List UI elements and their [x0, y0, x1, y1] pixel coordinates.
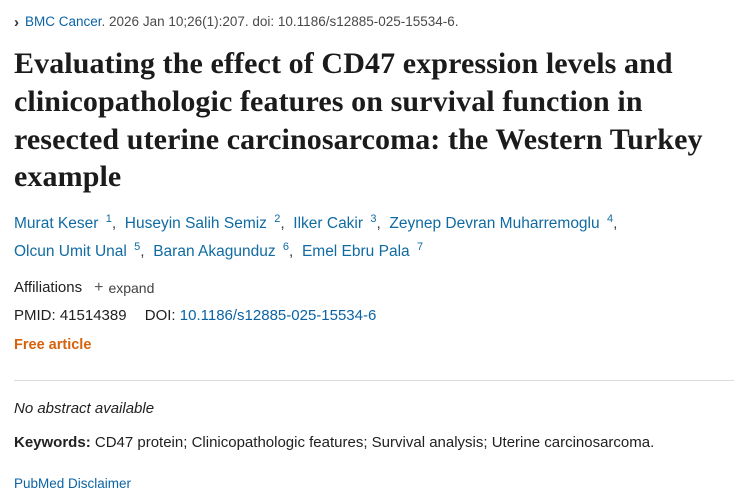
keywords-label: Keywords: [14, 434, 91, 452]
journal-link[interactable]: BMC Cancer [25, 14, 102, 29]
pmid-label: PMID: [14, 307, 56, 325]
keywords-text: CD47 protein; Clinicopathologic features… [90, 434, 655, 452]
identifiers-row: PMID: 41514389 DOI: 10.1186/s12885-025-1… [14, 307, 734, 324]
author-superscript: 5 [134, 241, 141, 254]
free-article-badge: Free article [14, 337, 92, 354]
author-superscript: 6 [282, 241, 290, 254]
pmid-value: 41514389 [59, 307, 127, 325]
author-link[interactable]: Ilker Cakir 3 [293, 213, 377, 233]
author-superscript: 4 [606, 213, 614, 226]
author-separator: , [613, 215, 622, 233]
article-title: Evaluating the effect of CD47 expression… [14, 47, 703, 194]
author-separator: , [140, 243, 154, 261]
affiliations-row: Affiliations + expand [14, 279, 734, 296]
author-superscript: 7 [416, 241, 424, 254]
citation-details: . 2026 Jan 10;26(1):207. doi: 10.1186/s1… [101, 14, 459, 29]
plus-icon: + [94, 278, 104, 296]
author-separator: , [289, 243, 302, 261]
authors-list: Murat Keser 1, Huseyin Salih Semiz 2, Il… [14, 210, 659, 266]
section-divider [14, 380, 734, 382]
pubmed-disclaimer-link[interactable]: PubMed Disclaimer [14, 476, 132, 492]
author-link[interactable]: Murat Keser 1 [14, 213, 112, 233]
author-link[interactable]: Emel Ebru Pala 7 [301, 241, 424, 261]
author-superscript: 2 [274, 213, 281, 226]
doi-label: DOI: [144, 307, 176, 325]
affiliations-expand-label: expand [108, 279, 155, 296]
affiliations-expand-button[interactable]: + expand [94, 278, 155, 296]
keywords-line: Keywords: CD47 protein; Clinicopathologi… [14, 434, 734, 451]
author-link[interactable]: Baran Akagunduz 6 [153, 241, 290, 261]
author-superscript: 1 [105, 213, 112, 226]
journal-citation: › BMC Cancer. 2026 Jan 10;26(1):207. doi… [14, 14, 734, 31]
author-link[interactable]: Olcun Umit Unal 5 [14, 241, 141, 261]
author-separator: , [376, 215, 390, 233]
affiliations-label: Affiliations [14, 279, 83, 297]
author-separator: , [280, 215, 294, 233]
author-link[interactable]: Huseyin Salih Semiz 2 [124, 213, 281, 233]
author-link[interactable]: Zeynep Devran Muharremoglu 4 [389, 213, 614, 233]
author-separator: , [111, 215, 125, 233]
author-superscript: 3 [370, 213, 377, 226]
chevron-right-icon: › [14, 14, 19, 31]
doi-link[interactable]: 10.1186/s12885-025-15534-6 [179, 307, 377, 325]
abstract-status: No abstract available [14, 400, 155, 418]
